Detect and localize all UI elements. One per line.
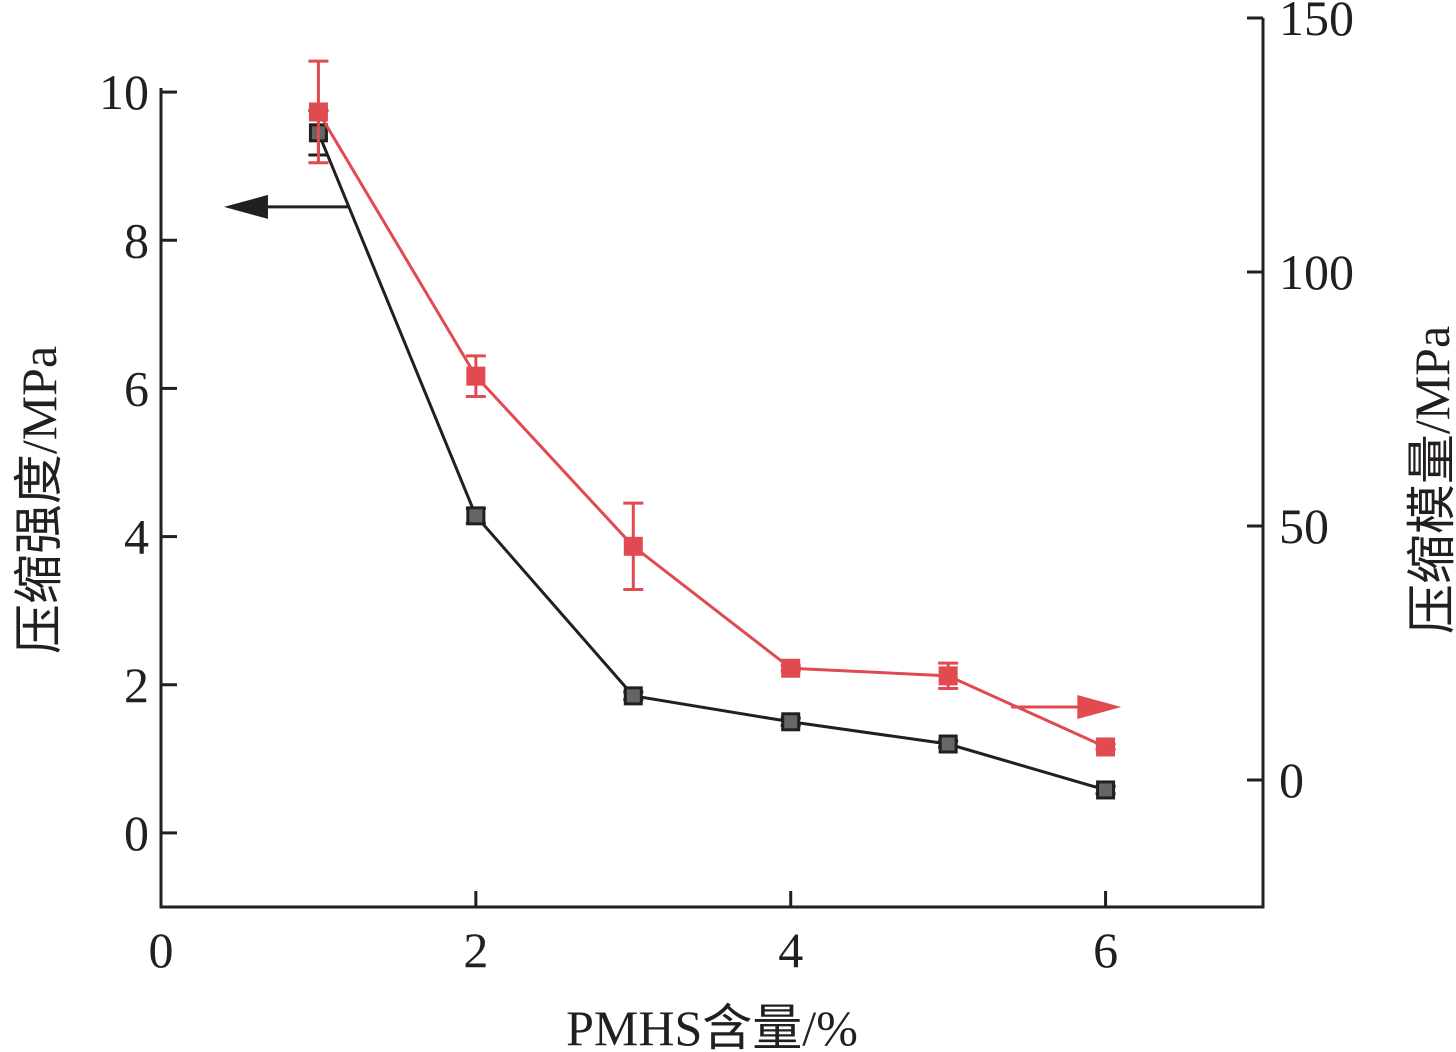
arrow-head [1077, 694, 1122, 719]
annotation-layer [223, 194, 1122, 719]
data-point-marker [781, 658, 801, 678]
data-point-marker [781, 712, 801, 732]
left-y-tick-label: 2 [124, 657, 149, 713]
data-point-marker [1096, 737, 1116, 757]
series-line [317, 132, 1106, 792]
left-y-tick-label: 6 [124, 360, 149, 416]
x-tick-label: 6 [1093, 922, 1118, 978]
right-y-tick-label: 50 [1279, 498, 1329, 554]
data-point-marker [308, 102, 328, 122]
data-point-marker [623, 536, 643, 556]
series-group [308, 59, 1116, 757]
arrow-head [223, 194, 268, 219]
data-point-marker [466, 366, 486, 386]
data-point-marker [1096, 780, 1116, 800]
right-y-tick-label: 0 [1279, 752, 1304, 808]
data-point-marker [623, 686, 643, 706]
right-y-tick-label: 100 [1279, 244, 1354, 300]
x-axis-label: PMHS含量/% [566, 1000, 858, 1052]
data-point-marker [466, 506, 486, 526]
left-y-tick-label: 4 [124, 509, 149, 565]
series-line [317, 111, 1107, 749]
data-point-marker [938, 734, 958, 754]
x-tick-label: 0 [149, 922, 174, 978]
series-layer [308, 59, 1116, 800]
axes [159, 18, 1265, 909]
x-tick-label: 2 [463, 922, 488, 978]
right-y-axis-label: 压缩模量/MPa [1404, 326, 1456, 634]
axis-arrow [1011, 694, 1122, 719]
data-point-marker [938, 666, 958, 686]
left-y-tick-label: 8 [124, 212, 149, 268]
left-y-tick-label: 0 [124, 805, 149, 861]
left-y-axis-label: 压缩强度/MPa [11, 346, 67, 654]
right-y-tick-label: 150 [1279, 0, 1354, 46]
left-y-tick-label: 10 [99, 64, 149, 120]
axis-arrow [223, 194, 350, 219]
series-group [308, 109, 1116, 800]
x-tick-label: 4 [778, 922, 803, 978]
